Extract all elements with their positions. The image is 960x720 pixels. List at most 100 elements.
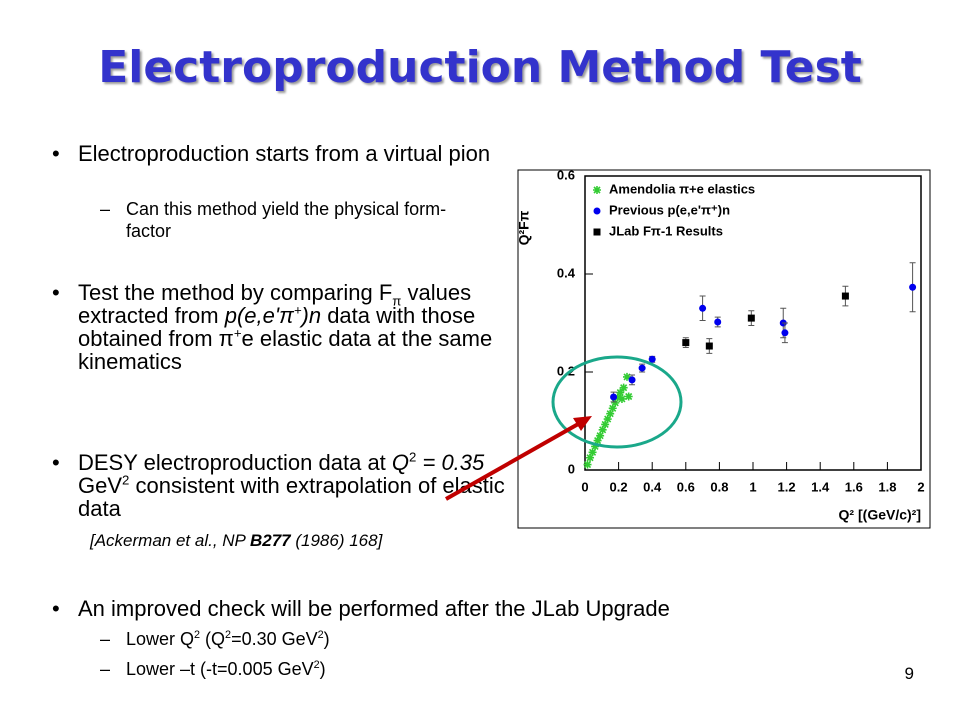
bullet: Electroproduction starts from a virtual … (40, 142, 498, 165)
legend-entry: Previous p(e,e'π⁺)n (609, 202, 730, 217)
text: consistent with extrapolation of elastic… (78, 473, 505, 521)
text: DESY electroproduction data at (78, 450, 392, 475)
x-tick-label: 0.6 (677, 479, 695, 494)
point (841, 292, 849, 300)
point (619, 383, 628, 392)
x-tick-label: 1.8 (878, 479, 896, 494)
text: values extracted from (78, 280, 472, 328)
point (591, 442, 600, 451)
y-axis-label: Q²Fπ (516, 210, 532, 245)
text: p(e,e'π (224, 303, 294, 328)
point (714, 318, 722, 326)
x-tick-label: 1.2 (778, 479, 796, 494)
highlight-ellipse (551, 355, 683, 449)
point (601, 420, 610, 429)
bullet: An improved check will be performed afte… (40, 597, 938, 620)
point (628, 376, 636, 384)
point (623, 372, 631, 381)
legend-marker (593, 228, 601, 236)
chart-frame (517, 169, 931, 529)
text: data with those obtained from (78, 303, 476, 351)
text: Can this method yield the physical form-… (126, 199, 447, 241)
text: 2 (317, 629, 324, 641)
legend-entry: Amendolia π+e elastics (609, 181, 755, 196)
point (617, 394, 626, 403)
text: (Q (200, 629, 226, 649)
sub-bullet: Can this method yield the physical form-… (40, 198, 456, 242)
text: 2 (225, 629, 232, 641)
text: ) (323, 629, 330, 649)
text: 2 (194, 629, 201, 641)
text: An improved check will be performed afte… (78, 596, 670, 621)
legend-entry: JLab Fπ-1 Results (609, 223, 723, 238)
x-tick-label: 1.4 (811, 479, 830, 494)
legend-marker (593, 207, 601, 215)
arrow (445, 421, 581, 501)
x-tick-label: 1 (749, 479, 756, 494)
reference: [Ackerman et al., NP B277 (1986) 168] (90, 531, 382, 551)
x-tick-label: 0.4 (643, 479, 662, 494)
text: ) (319, 659, 326, 679)
arrow-head (573, 416, 592, 431)
point (638, 364, 646, 372)
point (608, 404, 617, 413)
point (682, 339, 690, 347)
text: )n (301, 303, 322, 328)
text: 2 (313, 659, 320, 671)
point (909, 283, 917, 291)
point (747, 314, 755, 322)
point (624, 392, 633, 401)
text: + (293, 302, 302, 318)
point (648, 355, 656, 363)
point (586, 453, 595, 462)
page-number: 9 (904, 664, 914, 683)
text: (1986) 168] (290, 531, 383, 550)
sub-bullet: Lower –t (-t=0.005 GeV2) (40, 658, 726, 680)
text: Lower –t (-t=0.005 GeV (126, 659, 314, 679)
point (593, 436, 602, 445)
y-tick-label: 0.2 (557, 363, 575, 378)
bullet: DESY electroproduction data at Q2 = 0.35… (40, 451, 518, 520)
point (705, 342, 713, 350)
text: GeV (78, 473, 123, 498)
point (611, 398, 620, 407)
text: Electroproduction starts from a virtual … (78, 141, 491, 166)
y-tick-label: 0.6 (557, 167, 575, 182)
point (598, 425, 607, 434)
text: [Ackerman et al., NP (90, 531, 250, 550)
point (613, 393, 622, 402)
text: 2 (409, 449, 417, 465)
point (596, 431, 605, 440)
text: Lower Q (126, 629, 195, 649)
text: π (218, 326, 234, 351)
text: π (392, 293, 402, 309)
point (699, 304, 707, 312)
point (603, 415, 612, 424)
x-axis-label: Q² [(GeV/c)²] (839, 507, 921, 523)
text: = 0.35 (416, 450, 485, 475)
text: B277 (249, 531, 291, 550)
bullet: Test the method by comparing Fπ values e… (40, 281, 518, 373)
slide-title: Electroproduction Method Test (98, 42, 862, 93)
text: Test the method by comparing F (78, 280, 393, 305)
text: 2 (122, 472, 130, 488)
x-tick-label: 0.2 (610, 479, 628, 494)
x-tick-label: 2 (917, 479, 924, 494)
y-tick-label: 0.4 (557, 265, 576, 280)
text: + (233, 325, 242, 341)
point (616, 388, 625, 397)
text: Q (391, 450, 410, 475)
x-tick-label: 0 (581, 479, 588, 494)
y-tick-label: 0 (568, 461, 575, 476)
x-tick-label: 0.8 (710, 479, 728, 494)
text: e elastic data at the same kinematics (78, 326, 493, 374)
point (606, 409, 615, 418)
point (583, 460, 592, 469)
point (610, 393, 618, 401)
point (781, 329, 789, 337)
sub-bullet: Lower Q2 (Q2=0.30 GeV2) (40, 628, 726, 650)
point (588, 448, 597, 457)
x-tick-label: 1.6 (845, 479, 863, 494)
